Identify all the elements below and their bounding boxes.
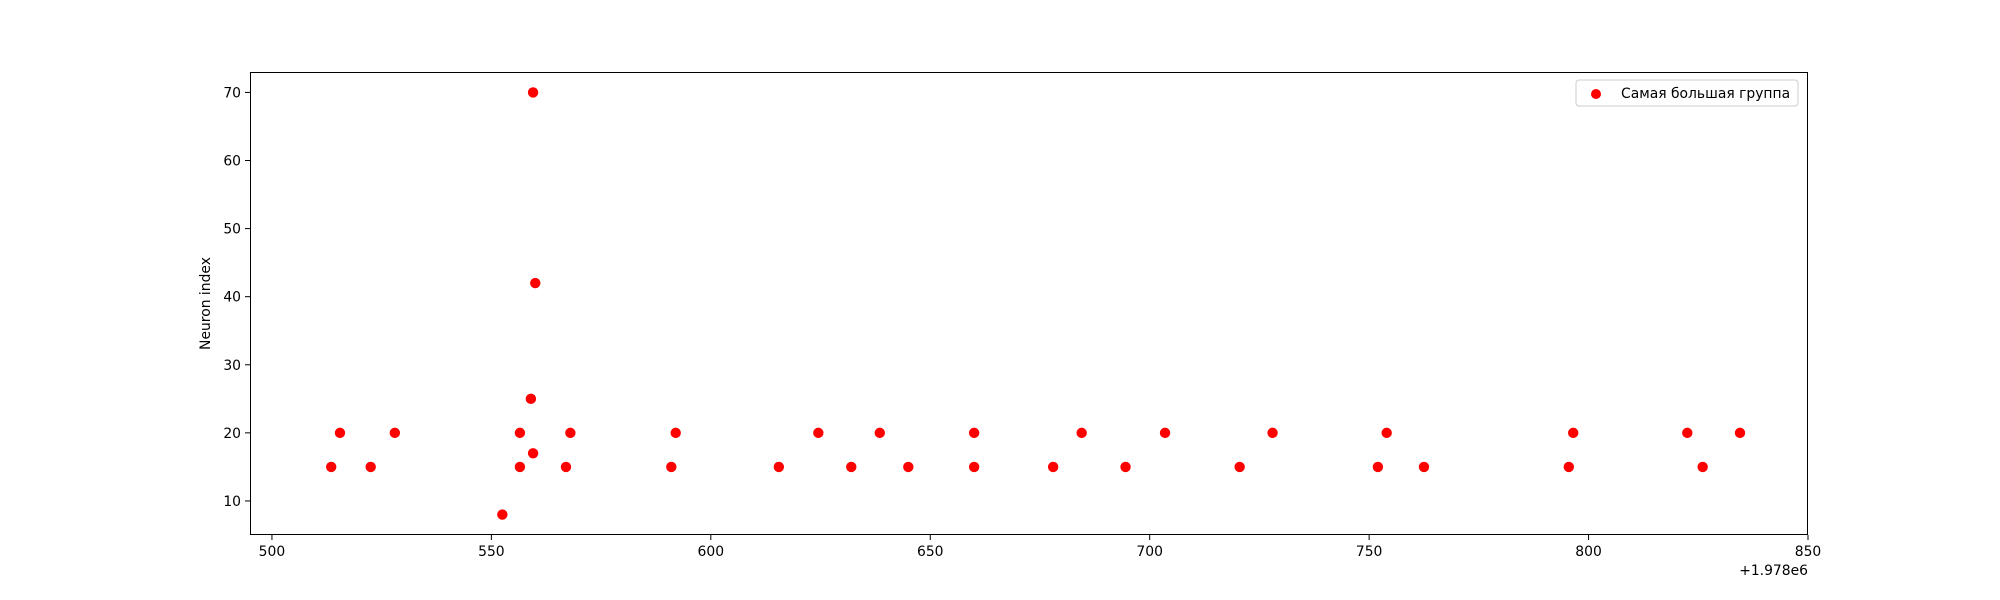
data-point [1120,461,1131,473]
x-tick-label: 800 [1575,544,1602,560]
data-point [389,427,401,439]
y-tick-label: 20 [223,426,241,442]
legend: Самая большая группа [1575,79,1799,107]
y-tick-label: 30 [223,358,241,374]
x-axis-ticks: 500 550 600 650 700 750 800 850 [259,535,1822,560]
data-point [670,427,681,439]
data-point [530,277,541,289]
plot-area [250,72,1808,535]
y-tick-label: 50 [223,222,241,238]
x-tick-label: 700 [1136,544,1163,560]
data-point [560,461,572,473]
y-tick-label: 10 [223,494,241,510]
data-point [525,393,537,405]
data-point [365,461,376,473]
legend-label: Самая большая группа [1621,86,1790,102]
x-axis-offset-label: +1.978e6 [1739,563,1808,579]
plot-frame [250,72,1808,535]
data-point [1682,427,1693,439]
x-tick-label: 600 [698,544,725,560]
data-point [903,461,914,473]
y-axis-ticks: 10 20 30 40 50 60 70 [223,85,250,510]
data-point [1047,461,1059,473]
data-point [1568,427,1579,439]
data-point [325,461,337,473]
data-point [968,427,980,439]
data-point [334,427,346,439]
data-point [874,427,885,439]
data-point [565,427,576,439]
x-tick-label: 850 [1795,544,1822,560]
x-tick-label: 550 [478,544,505,560]
legend-box [1575,79,1799,107]
data-point [1267,427,1278,439]
y-tick-label: 70 [223,85,241,101]
data-point [1234,461,1245,473]
data-point [1381,427,1392,439]
data-point [527,448,539,459]
data-point [1076,427,1087,439]
data-point [514,461,526,473]
data-point [1372,461,1384,473]
data-point [1697,461,1708,473]
data-point [1563,461,1575,473]
x-tick-label: 500 [259,544,286,560]
legend-marker [1591,89,1601,99]
data-point [1734,427,1746,439]
data-point [497,509,508,520]
data-point [773,461,785,473]
data-point [514,427,526,439]
x-tick-label: 750 [1356,544,1383,560]
data-point [846,461,857,473]
y-tick-label: 40 [223,290,241,306]
x-tick-label: 650 [917,544,944,560]
data-point [1418,461,1430,473]
data-point [1159,427,1171,439]
data-point [527,87,539,98]
y-axis-label: Neuron index [198,257,214,350]
data-point [968,461,980,473]
data-point [666,461,677,473]
data-point [813,427,824,439]
y-tick-label: 60 [223,154,241,170]
data-points [325,87,1746,520]
